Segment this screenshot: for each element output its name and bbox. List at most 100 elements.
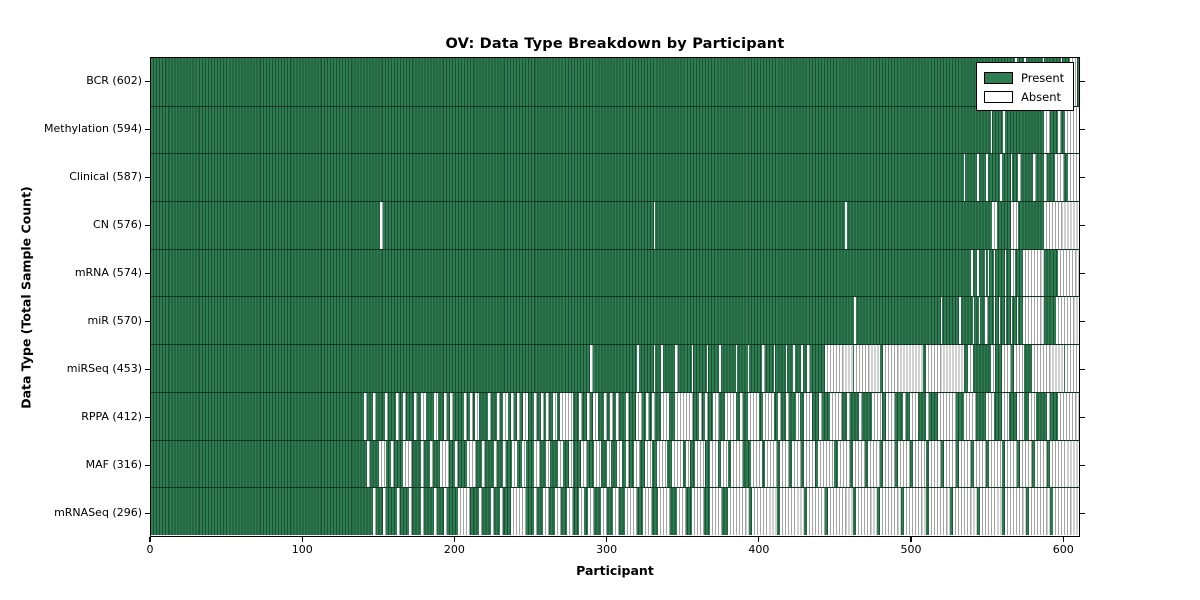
row-CN xyxy=(151,201,1079,249)
absent-segment xyxy=(603,392,607,440)
absent-segment xyxy=(545,392,549,440)
absent-segment xyxy=(609,392,613,440)
absent-segment xyxy=(699,392,703,440)
absent-segment xyxy=(1010,202,1019,249)
absent-segment xyxy=(773,345,776,392)
absent-segment xyxy=(1018,154,1022,202)
absent-segment xyxy=(671,440,683,488)
absent-segment xyxy=(567,488,574,535)
absent-segment xyxy=(990,345,996,392)
absent-segment xyxy=(752,488,777,535)
absent-segment xyxy=(512,440,518,488)
ytick-mark xyxy=(145,416,150,418)
absent-segment xyxy=(872,392,882,440)
legend-label: Present xyxy=(1021,70,1065,85)
absent-segment xyxy=(974,440,987,488)
absent-segment xyxy=(902,392,906,440)
absent-segment xyxy=(987,249,990,297)
absent-segment xyxy=(728,488,750,535)
absent-segment xyxy=(1057,392,1079,440)
xtick-mark xyxy=(758,537,760,542)
absent-segment xyxy=(854,297,856,345)
absent-segment xyxy=(980,488,1002,535)
legend-entry-present: Present xyxy=(984,68,1066,87)
absent-segment xyxy=(380,202,384,249)
absent-segment xyxy=(959,440,972,488)
ytick-mark xyxy=(145,176,150,178)
xtick-mark xyxy=(605,537,608,542)
absent-segment xyxy=(674,392,694,440)
x-axis-label: Participant xyxy=(576,563,654,578)
absent-segment xyxy=(588,488,595,535)
ytick-label-mRNA: mRNA (574) xyxy=(74,266,142,279)
absent-segment xyxy=(867,440,881,488)
absent-segment xyxy=(978,297,981,345)
absent-segment xyxy=(652,392,656,440)
xtick-label: 400 xyxy=(748,543,770,556)
chart-title: OV: Data Type Breakdown by Participant xyxy=(445,36,785,52)
absent-segment xyxy=(421,440,425,488)
absent-segment xyxy=(845,202,847,249)
absent-segment xyxy=(450,392,454,440)
ytick-mark xyxy=(145,512,150,514)
absent-segment xyxy=(579,392,583,440)
absent-segment xyxy=(653,345,656,392)
row-Clinical xyxy=(151,153,1079,202)
ytick-mark xyxy=(1080,320,1085,322)
legend-entry-absent: Absent xyxy=(984,87,1066,106)
ytick-label-BCR: BCR (602) xyxy=(86,74,142,87)
absent-segment xyxy=(1065,345,1079,392)
absent-segment xyxy=(474,392,480,440)
absent-segment xyxy=(494,440,498,488)
absent-segment xyxy=(395,392,399,440)
absent-segment xyxy=(1050,440,1079,488)
absent-segment xyxy=(750,440,762,488)
absent-segment xyxy=(984,249,987,297)
absent-segment xyxy=(466,440,477,488)
xtick-label: 0 xyxy=(146,543,154,556)
absent-segment xyxy=(804,440,815,488)
absent-segment xyxy=(491,488,495,535)
absent-segment xyxy=(390,440,394,488)
absent-segment xyxy=(413,392,417,440)
absent-segment xyxy=(454,440,458,488)
row-mRNA xyxy=(151,248,1079,297)
absent-segment xyxy=(807,345,811,392)
absent-segment xyxy=(977,249,979,297)
absent-segment xyxy=(626,392,630,440)
ytick-mark xyxy=(145,320,150,322)
ytick-mark xyxy=(1080,416,1085,418)
absent-segment xyxy=(735,345,738,392)
absent-segment xyxy=(1022,297,1045,345)
absent-segment xyxy=(971,249,973,297)
ytick-mark xyxy=(1080,80,1085,82)
absent-segment xyxy=(712,392,720,440)
ytick-mark xyxy=(1080,464,1085,466)
legend-label: Absent xyxy=(1021,89,1062,104)
absent-segment xyxy=(1044,202,1079,249)
absent-segment xyxy=(444,392,448,440)
absent-segment xyxy=(409,488,413,535)
absent-segment xyxy=(384,392,388,440)
absent-segment xyxy=(615,392,619,440)
absent-segment xyxy=(998,297,1001,345)
absent-segment xyxy=(1016,297,1019,345)
xtick-mark xyxy=(453,537,456,542)
absent-segment xyxy=(545,440,551,488)
absent-segment xyxy=(646,392,650,440)
absent-segment xyxy=(553,392,557,440)
xtick-label: 200 xyxy=(443,543,465,556)
absent-segment xyxy=(568,440,574,488)
absent-segment xyxy=(1044,106,1051,154)
absent-segment xyxy=(1031,345,1064,392)
row-Methylation xyxy=(151,105,1079,154)
legend-swatch-absent xyxy=(984,90,1013,103)
absent-segment xyxy=(747,345,750,392)
absent-segment xyxy=(828,488,853,535)
absent-segment xyxy=(785,392,789,440)
absent-segment xyxy=(579,488,584,535)
absent-segment xyxy=(807,488,826,535)
absent-segment xyxy=(968,345,973,392)
ytick-mark xyxy=(145,128,150,130)
absent-segment xyxy=(523,392,528,440)
